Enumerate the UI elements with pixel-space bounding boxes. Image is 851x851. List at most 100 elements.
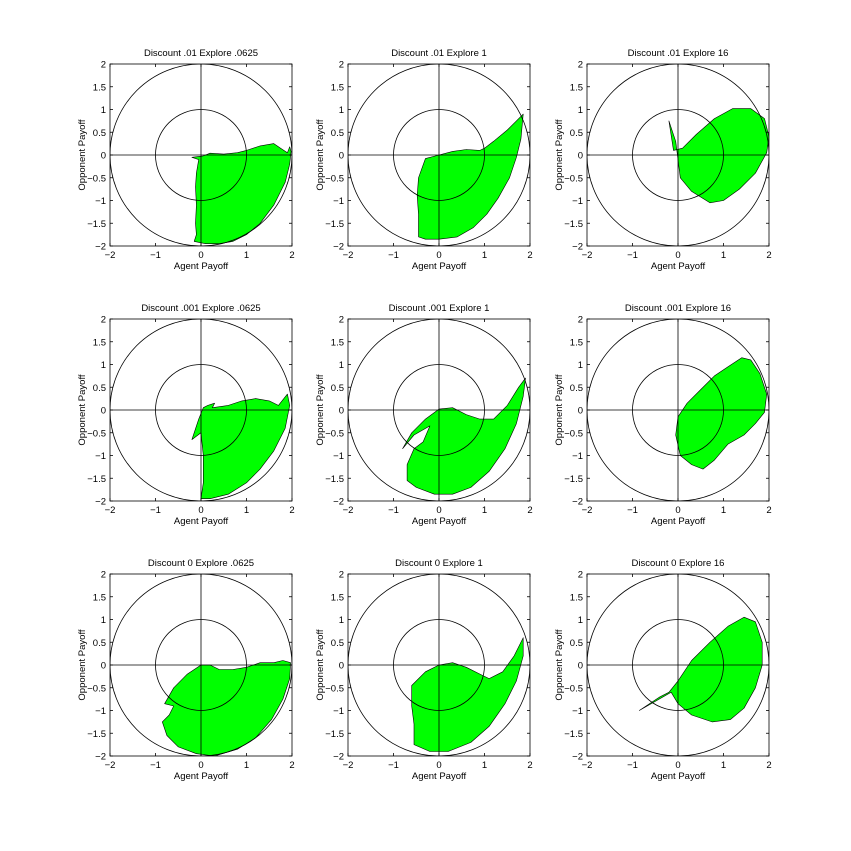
y-tick-label: 0 — [339, 151, 344, 162]
x-tick-label: 1 — [244, 760, 249, 771]
y-tick-label: 2 — [578, 60, 583, 71]
x-tick-label: 2 — [289, 250, 294, 261]
x-tick-label: 1 — [482, 250, 487, 261]
payoff-region — [638, 616, 763, 723]
y-tick-label: −2 — [333, 242, 344, 253]
y-tick-label: 1 — [101, 615, 106, 626]
y-tick-label: 2 — [578, 315, 583, 326]
x-tick-label: −2 — [105, 250, 116, 261]
y-tick-label: 1.5 — [93, 592, 106, 603]
subplot-title: Discount .001 Explore 16 — [625, 303, 731, 314]
y-tick-label: 2 — [101, 570, 106, 581]
y-axis-label: Opponent Payoff — [315, 629, 326, 700]
x-tick-label: 0 — [198, 250, 203, 261]
x-tick-label: −2 — [105, 505, 116, 516]
y-tick-label: −2 — [572, 497, 583, 508]
x-axis-label: Agent Payoff — [651, 516, 706, 527]
y-tick-label: −2 — [572, 242, 583, 253]
subplot-5: −2 −1 0 1 2 −2 −1.5 −1 −0.5 0 0.5 1 1.5 2 Discount .00… — [315, 303, 533, 527]
x-tick-label: 0 — [436, 760, 441, 771]
x-tick-label: 0 — [675, 760, 680, 771]
y-tick-label: −0.5 — [564, 173, 583, 184]
y-tick-label: −1 — [572, 451, 583, 462]
x-axis-label: Agent Payoff — [174, 516, 229, 527]
x-tick-label: 0 — [675, 250, 680, 261]
subplot-title: Discount .01 Explore 1 — [391, 48, 487, 59]
y-tick-label: −2 — [95, 497, 106, 508]
y-tick-label: −1 — [95, 196, 106, 207]
y-tick-label: −0.5 — [564, 683, 583, 694]
x-axis-label: Agent Payoff — [174, 261, 229, 272]
x-tick-label: 2 — [766, 505, 771, 516]
x-axis-label: Agent Payoff — [651, 261, 706, 272]
y-tick-label: 1.5 — [331, 592, 344, 603]
x-tick-label: −2 — [582, 250, 593, 261]
y-axis-label: Opponent Payoff — [315, 374, 326, 445]
y-tick-label: 1 — [578, 360, 583, 371]
y-tick-label: −1 — [572, 196, 583, 207]
y-tick-label: −1.5 — [87, 219, 106, 230]
payoff-region — [162, 660, 291, 756]
x-tick-label: −2 — [343, 760, 354, 771]
y-tick-label: 0.5 — [331, 638, 344, 649]
x-tick-label: −1 — [150, 505, 161, 516]
subplot-6: −2 −1 0 1 2 −2 −1.5 −1 −0.5 0 0.5 1 1.5 2 Discount .00… — [554, 303, 772, 527]
y-tick-label: −2 — [333, 497, 344, 508]
x-tick-label: 2 — [527, 505, 532, 516]
x-tick-label: 1 — [721, 250, 726, 261]
y-tick-label: −0.5 — [87, 173, 106, 184]
y-tick-label: −1 — [95, 451, 106, 462]
x-tick-label: 1 — [482, 760, 487, 771]
y-axis-label: Opponent Payoff — [77, 119, 88, 190]
y-tick-label: 0 — [339, 661, 344, 672]
x-tick-label: 0 — [198, 760, 203, 771]
payoff-region — [191, 143, 292, 244]
y-tick-label: 1 — [578, 615, 583, 626]
y-tick-label: −0.5 — [325, 173, 344, 184]
y-tick-label: −1.5 — [564, 729, 583, 740]
y-tick-label: 2 — [339, 570, 344, 581]
subplot-8: −2 −1 0 1 2 −2 −1.5 −1 −0.5 0 0.5 1 1.5 2 Discount 0 E… — [315, 558, 533, 782]
x-tick-label: 2 — [766, 250, 771, 261]
x-tick-label: 2 — [289, 505, 294, 516]
y-tick-label: 1 — [101, 360, 106, 371]
x-tick-label: 0 — [675, 505, 680, 516]
y-tick-label: 2 — [101, 315, 106, 326]
payoff-region — [411, 637, 524, 752]
x-tick-label: −2 — [582, 760, 593, 771]
payoff-region — [668, 108, 769, 204]
y-tick-label: 2 — [339, 60, 344, 71]
x-tick-label: 1 — [482, 505, 487, 516]
x-tick-label: 0 — [436, 505, 441, 516]
x-tick-label: −1 — [627, 505, 638, 516]
subplot-title: Discount .001 Explore .0625 — [141, 303, 260, 314]
y-tick-label: 1.5 — [570, 82, 583, 93]
y-tick-label: 1 — [339, 360, 344, 371]
y-tick-label: 2 — [578, 570, 583, 581]
subplot-title: Discount .01 Explore 16 — [628, 48, 729, 59]
x-axis-label: Agent Payoff — [412, 516, 467, 527]
subplot-title: Discount .01 Explore .0625 — [144, 48, 258, 59]
subplot-title: Discount 0 Explore 1 — [395, 558, 483, 569]
y-tick-label: 0.5 — [331, 383, 344, 394]
x-tick-label: 1 — [244, 505, 249, 516]
subplot-title: Discount 0 Explore .0625 — [148, 558, 254, 569]
payoff-region — [416, 113, 524, 240]
y-tick-label: −0.5 — [325, 683, 344, 694]
y-tick-label: −1 — [95, 706, 106, 717]
subplot-9: −2 −1 0 1 2 −2 −1.5 −1 −0.5 0 0.5 1 1.5 2 Discount 0 E… — [554, 558, 772, 782]
y-tick-label: 0.5 — [331, 128, 344, 139]
y-axis-label: Opponent Payoff — [554, 374, 565, 445]
x-axis-label: Agent Payoff — [412, 261, 467, 272]
subplot-title: Discount .001 Explore 1 — [389, 303, 490, 314]
y-tick-label: 1 — [339, 105, 344, 116]
x-tick-label: 1 — [244, 250, 249, 261]
x-axis-label: Agent Payoff — [174, 771, 229, 782]
y-tick-label: 0 — [578, 406, 583, 417]
y-tick-label: 0 — [101, 151, 106, 162]
y-tick-label: −1 — [333, 706, 344, 717]
y-tick-label: −1 — [572, 706, 583, 717]
x-tick-label: 2 — [289, 760, 294, 771]
y-tick-label: −1.5 — [564, 474, 583, 485]
y-tick-label: 1.5 — [570, 592, 583, 603]
